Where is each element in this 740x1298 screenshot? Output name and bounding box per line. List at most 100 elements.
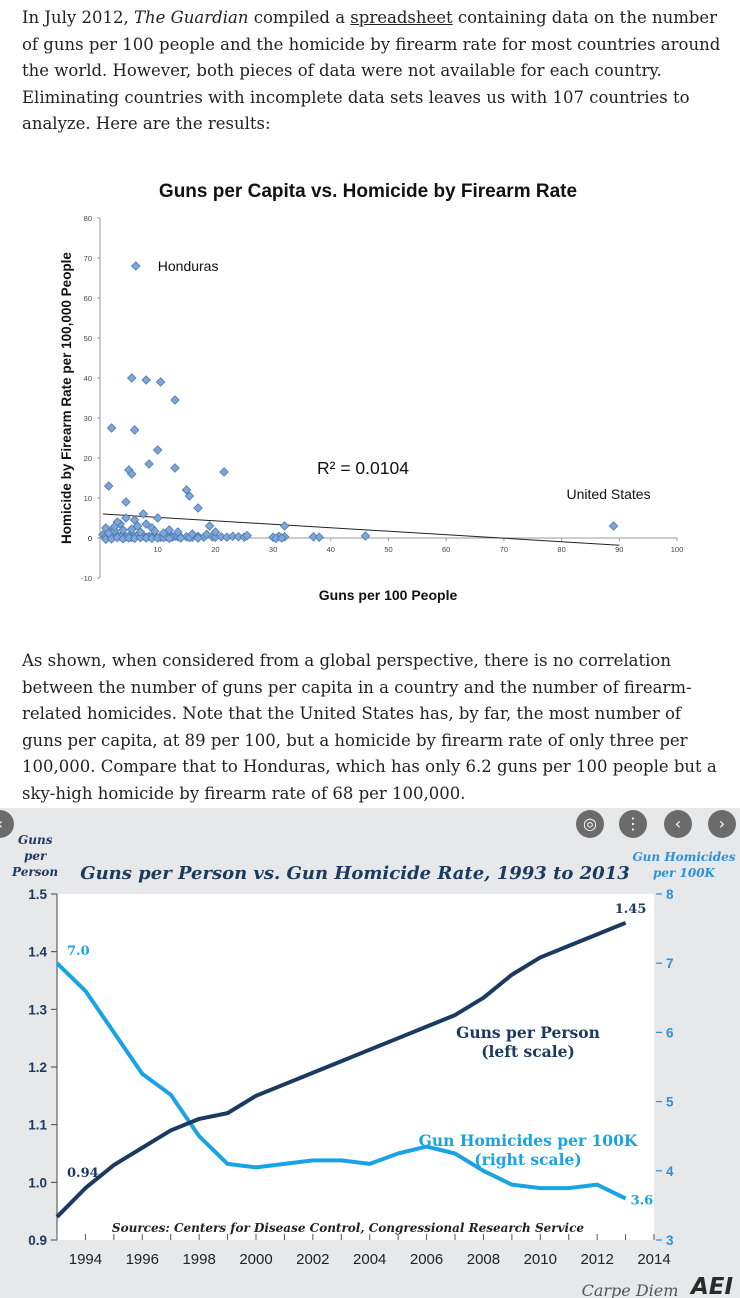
scatter-point [103,528,114,538]
x-tick-label: 2010 [524,1251,557,1268]
next-arrow-icon[interactable]: › [708,810,736,838]
scatter-point [141,533,151,543]
scatter-point [279,521,290,531]
intro-text-2: compiled a [248,8,351,27]
scatter-point [233,532,244,542]
x-tick-label: 2004 [353,1251,386,1268]
x-tick-label: 2000 [239,1251,272,1268]
scatter-point [121,497,131,507]
analysis-paragraph: As shown, when considered from a global … [22,651,717,803]
scatter-point [219,467,229,477]
scatter-point [308,532,319,542]
right-y-tick-label: 6 [666,1025,674,1040]
start-homicides-label: 7.0 [67,944,90,959]
scatter-y-tick-label: 0 [88,534,92,543]
scatter-point [164,525,175,535]
scatter-x-axis-label: Guns per 100 People [319,587,458,603]
scatter-point [126,469,137,479]
x-tick-label: 1996 [126,1251,159,1268]
scatter-x-tick-label: 20 [211,545,219,554]
guns-legend-line-1: Guns per Person [456,1023,600,1042]
right-axis-label-line-2: per 100K [653,866,716,880]
scatter-point [276,533,287,543]
x-tick-label: 2008 [467,1251,500,1268]
scatter-x-tick-label: 100 [671,545,684,554]
scatter-point [201,529,212,540]
scatter-point [242,530,252,541]
scatter-point [129,425,140,435]
scatter-point [138,509,149,519]
x-tick-label: 2012 [580,1251,613,1268]
scatter-point [158,528,169,538]
left-y-tick-label: 1.2 [28,1060,47,1075]
united-states-label: United States [567,486,651,502]
scatter-point [164,533,175,544]
left-y-tick-label: 0.9 [28,1233,47,1248]
intro-text-1: In July 2012, [22,8,134,27]
left-axis-label-line-1: Guns [18,833,53,847]
lens-search-icon[interactable]: ◎ [576,810,604,838]
right-axis-label: Gun Homicides per 100K [632,850,735,880]
left-y-tick-label: 1.5 [28,887,47,902]
scatter-y-tick-label: 40 [84,374,92,383]
guardian-title: The Guardian [133,8,249,27]
scatter-chart: Guns per Capita vs. Homicide by Firearm … [59,181,684,603]
scatter-point [314,532,325,542]
left-y-tick-label: 1.0 [28,1175,47,1190]
line-chart-title: Guns per Person vs. Gun Homicide Rate, 1… [80,863,630,884]
left-y-tick-label: 1.3 [28,1002,47,1017]
scatter-point [170,395,180,405]
scatter-x-tick-label: 10 [154,545,162,554]
scatter-point [608,521,619,531]
right-y-tick-label: 7 [666,956,674,971]
scatter-point [227,531,238,542]
scatter-y-tick-label: 20 [84,454,92,463]
scatter-x-tick-label: 30 [269,545,277,554]
left-y-tick-label: 1.4 [28,945,47,960]
intro-text-3: containing data on the number of guns pe… [22,8,721,133]
left-y-tick-label: 1.1 [28,1118,47,1133]
x-tick-label: 2014 [637,1251,670,1268]
scatter-x-tick-label: 90 [615,545,623,554]
scatter-x-tick-label: 40 [327,545,335,554]
homicides-legend-line-2: (right scale) [474,1150,581,1169]
line-chart-panel: Guns per Person vs. Gun Homicide Rate, 1… [0,808,740,1298]
scatter-point [135,532,146,543]
scatter-y-tick-label: -10 [81,574,92,583]
right-axis-label-line-1: Gun Homicides [632,850,735,864]
left-axis-label-line-3: Person [11,865,58,879]
guns-per-person-line [55,920,627,1219]
scatter-point [118,525,128,535]
right-y-tick-label: 3 [666,1233,674,1248]
scatter-point [141,375,151,385]
scatter-chart-title: Guns per Capita vs. Homicide by Firearm … [159,181,577,202]
scatter-trendline [102,513,620,546]
scatter-point [103,481,114,491]
scatter-point [144,459,154,469]
start-guns-label: 0.94 [67,1166,99,1181]
scatter-point [210,527,221,537]
scatter-x-tick-label: 60 [442,545,450,554]
scatter-y-tick-label: 80 [84,214,92,223]
previous-image-icon[interactable]: ‹ [0,810,14,838]
intro-paragraph: In July 2012, The Guardian compiled a sp… [22,5,722,138]
scatter-point [173,527,183,537]
source-note: Sources: Centers for Disease Control, Co… [112,1221,584,1235]
scatter-y-tick-label: 30 [84,414,92,423]
scatter-x-tick-label: 50 [384,545,392,554]
scatter-point [124,533,134,543]
scatter-point [216,532,226,542]
scatter-point [170,463,180,473]
x-tick-label: 1998 [182,1251,215,1268]
x-tick-label: 2002 [296,1251,329,1268]
scatter-point [155,377,166,387]
scatter-point [204,521,215,531]
more-options-icon[interactable]: ⋮ [619,810,647,838]
scatter-y-axis-label: Homicide by Firearm Rate per 100,000 Peo… [59,252,74,544]
scatter-point [187,529,198,539]
scatter-y-tick-label: 50 [84,334,92,343]
scatter-point [360,531,371,541]
spreadsheet-link[interactable]: spreadsheet [350,8,453,27]
previous-arrow-icon[interactable]: ‹ [664,810,692,838]
end-guns-label: 1.45 [615,902,647,917]
